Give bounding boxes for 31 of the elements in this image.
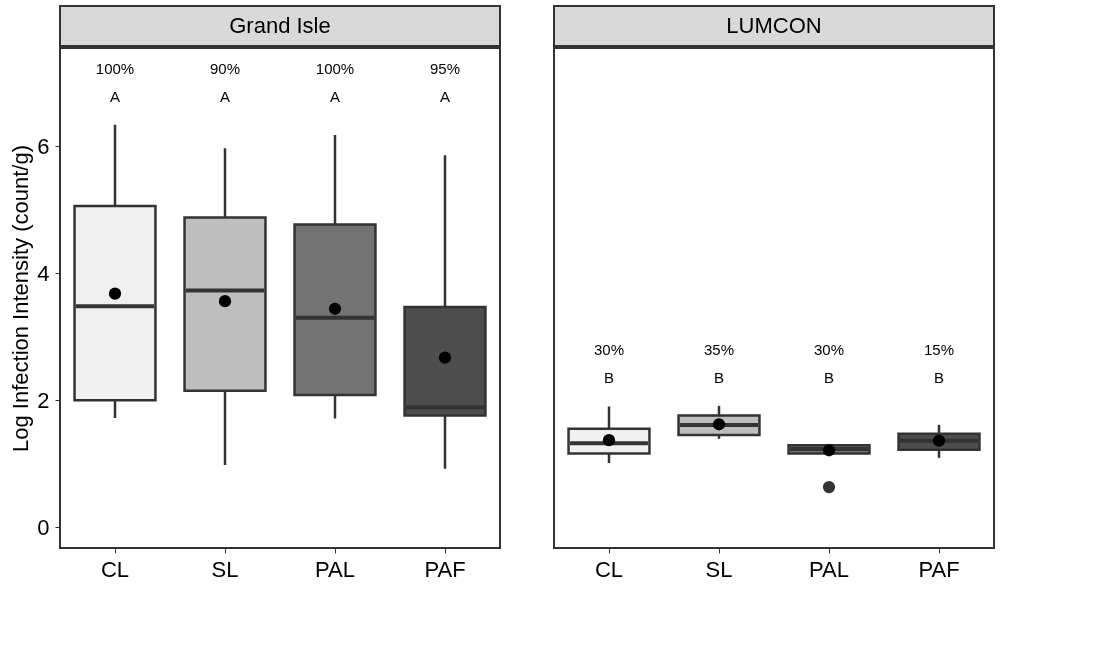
annotation: A (439, 87, 451, 105)
x-tick-label: PAL (809, 556, 849, 582)
chart-title: LUMCON (726, 13, 822, 38)
annotation: 100% (315, 59, 355, 77)
x-tick-label: SL (705, 556, 733, 582)
annotation: A (109, 87, 121, 105)
y-axis-title: Log Infection Intensity (count/g) (8, 145, 34, 452)
chart-title: Grand Isle (229, 13, 331, 38)
x-tick-label: PAF (424, 556, 466, 582)
annotation: 30% (813, 340, 845, 358)
annotation: 100% (95, 59, 135, 77)
annotation: A (219, 87, 231, 105)
x-tick-label: CL (594, 556, 624, 582)
x-tick-label: SL (211, 556, 239, 582)
annotation: 35% (703, 340, 735, 358)
annotation: A (329, 87, 341, 105)
annotation: 15% (923, 340, 955, 358)
annotation: 90% (209, 59, 241, 77)
y-tick-label: 4 (37, 260, 50, 286)
annotation: 30% (593, 340, 625, 358)
annotation: B (823, 368, 835, 386)
x-tick-label: PAL (315, 556, 355, 582)
annotation: B (713, 368, 725, 386)
y-tick-label: 6 (37, 133, 50, 159)
x-tick-label: CL (100, 556, 130, 582)
y-tick-label: 0 (37, 514, 50, 540)
annotation: B (933, 368, 945, 386)
annotation: B (603, 368, 615, 386)
x-tick-label: PAF (918, 556, 960, 582)
y-tick-label: 2 (37, 387, 50, 413)
annotation: 95% (429, 59, 461, 77)
